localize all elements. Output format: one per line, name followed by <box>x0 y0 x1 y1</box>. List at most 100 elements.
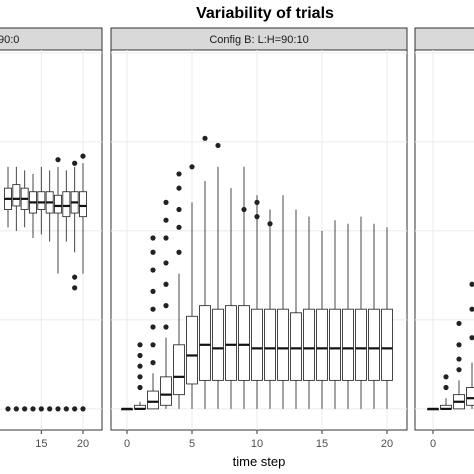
outlier-point <box>176 171 182 177</box>
outlier-point <box>215 142 221 149</box>
box <box>173 344 185 396</box>
outlier-point <box>150 267 156 273</box>
outlier-point <box>80 153 86 159</box>
outlier-point <box>150 249 156 255</box>
outlier-point <box>254 214 260 220</box>
outlier-point <box>72 406 78 412</box>
outlier-point <box>163 260 169 266</box>
outlier-point <box>163 199 169 205</box>
outlier-point <box>469 281 474 287</box>
box <box>186 315 198 385</box>
outlier-point <box>456 367 462 373</box>
outlier-point <box>267 221 273 227</box>
box <box>251 308 263 381</box>
right-panel: 0 <box>414 27 474 450</box>
box <box>212 308 224 381</box>
x-tick-label: 0 <box>124 438 130 450</box>
outlier-point <box>150 360 156 366</box>
box <box>316 308 328 381</box>
left-panel-strip-label: 90:0 <box>0 34 19 46</box>
outlier-point <box>163 324 169 330</box>
outlier-point <box>5 406 11 412</box>
x-tick-label: 0 <box>430 438 436 450</box>
outlier-point <box>38 406 44 412</box>
outlier-point <box>137 374 143 380</box>
outlier-point <box>469 306 474 312</box>
box <box>264 308 276 381</box>
outlier-point <box>163 217 169 223</box>
right-panel-x-ticks: 0 <box>430 430 436 450</box>
box <box>160 376 172 406</box>
outlier-point <box>72 160 78 166</box>
outlier-point <box>150 324 156 330</box>
x-tick-label: 20 <box>381 438 393 450</box>
box <box>290 312 302 381</box>
right-panel-boxes <box>427 281 474 411</box>
x-tick-label: 5 <box>189 438 195 450</box>
outlier-point <box>137 352 143 359</box>
outlier-point <box>443 384 449 391</box>
outlier-point <box>254 199 260 205</box>
box <box>225 305 237 381</box>
middle-panel-x-ticks: 0 5 10 15 20 <box>124 430 393 450</box>
box <box>199 305 211 381</box>
box <box>342 308 354 381</box>
outlier-point <box>55 406 61 412</box>
box <box>277 308 289 381</box>
outlier-point <box>80 406 86 412</box>
box <box>303 308 315 381</box>
outlier-point <box>176 249 182 255</box>
outlier-point <box>150 235 156 241</box>
right-panel-strip <box>414 27 474 51</box>
x-tick-label: 15 <box>316 438 328 450</box>
left-panel: 90:0 15 20 <box>0 27 103 450</box>
right-panel-plot-area <box>414 49 474 431</box>
box <box>466 387 474 406</box>
outlier-point <box>241 206 247 213</box>
outlier-point <box>137 363 143 369</box>
outlier-point <box>456 356 462 362</box>
outlier-point <box>47 406 53 412</box>
box <box>12 184 21 207</box>
chart-title: Variability of trials <box>196 5 334 22</box>
outlier-point <box>176 206 182 213</box>
box <box>329 308 341 381</box>
box <box>54 194 62 214</box>
left-panel-boxes <box>4 153 87 412</box>
x-axis-label: time step <box>233 454 286 469</box>
box <box>79 191 87 218</box>
outlier-point <box>456 320 462 327</box>
outlier-point <box>150 306 156 312</box>
outlier-point <box>443 374 449 380</box>
x-tick-label: 15 <box>35 438 47 450</box>
outlier-point <box>176 185 182 191</box>
box <box>238 305 250 381</box>
outlier-point <box>163 281 169 287</box>
outlier-point <box>13 406 19 412</box>
outlier-point <box>55 157 61 163</box>
outlier-point <box>189 164 195 170</box>
box <box>355 308 367 381</box>
x-tick-label: 20 <box>77 438 89 450</box>
outlier-point <box>137 342 143 348</box>
outlier-point <box>63 406 69 412</box>
outlier-point <box>202 135 208 141</box>
box <box>62 191 71 218</box>
left-panel-plot-area <box>0 49 103 431</box>
left-panel-x-ticks: 15 20 <box>35 430 89 450</box>
outlier-point <box>163 303 169 309</box>
box <box>368 308 380 381</box>
outlier-point <box>150 288 156 294</box>
outlier-point <box>150 342 156 348</box>
middle-panel-strip-label: Config B: L:H=90:10 <box>209 34 308 46</box>
outlier-point <box>72 285 78 291</box>
outlier-point <box>176 224 182 230</box>
outlier-point <box>469 335 474 341</box>
outlier-point <box>30 406 36 412</box>
box <box>147 390 159 410</box>
outlier-point <box>163 235 169 241</box>
x-tick-label: 10 <box>251 438 263 450</box>
box <box>37 191 46 210</box>
middle-panel-boxes <box>121 135 393 411</box>
